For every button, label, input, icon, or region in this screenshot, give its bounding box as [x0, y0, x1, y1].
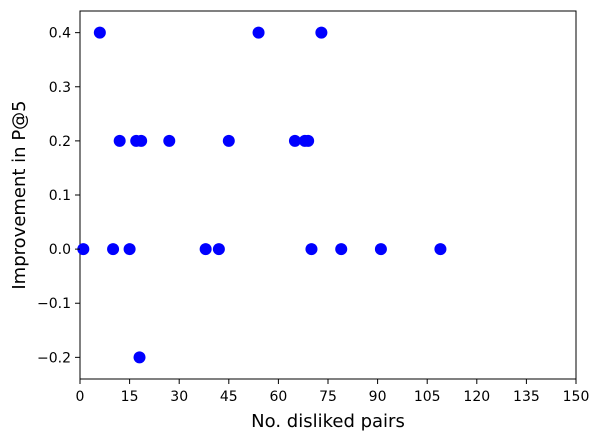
data-points — [77, 26, 447, 364]
y-tick-label: 0.2 — [49, 134, 71, 150]
data-point-16 — [302, 134, 315, 147]
y-tick-label: −0.2 — [37, 350, 71, 366]
x-tick-label: 150 — [563, 389, 590, 405]
x-tick-label: 75 — [319, 389, 337, 405]
y-tick-label: 0.0 — [49, 242, 71, 258]
x-tick-label: 90 — [369, 389, 387, 405]
x-tick-label: 120 — [463, 389, 490, 405]
y-axis-label: Improvement in P@5 — [9, 100, 30, 289]
x-axis-label: No. disliked pairs — [251, 411, 405, 432]
data-point-5 — [123, 243, 136, 256]
data-point-4 — [113, 134, 126, 147]
x-tick-label: 0 — [76, 389, 85, 405]
data-point-2 — [93, 26, 106, 39]
data-point-10 — [199, 243, 212, 256]
x-tick-label: 30 — [170, 389, 188, 405]
x-tick-label: 60 — [269, 389, 287, 405]
data-point-19 — [335, 243, 348, 256]
data-point-7 — [133, 351, 146, 364]
y-tick-label: −0.1 — [37, 296, 71, 312]
y-axis-ticks: −0.2 −0.1 0.0 0.1 0.2 0.3 0.4 — [37, 26, 80, 366]
x-tick-label: 15 — [121, 389, 139, 405]
data-point-14 — [288, 134, 301, 147]
y-tick-label: 0.4 — [49, 26, 71, 42]
data-point-3 — [107, 243, 120, 256]
x-tick-label: 105 — [414, 389, 441, 405]
x-axis-ticks: 0 15 30 45 60 75 90 105 120 135 150 — [76, 379, 590, 405]
data-point-17 — [305, 243, 318, 256]
data-point-11 — [212, 243, 225, 256]
x-tick-label: 135 — [513, 389, 540, 405]
y-tick-label: 0.3 — [49, 80, 71, 96]
data-point-8 — [135, 134, 148, 147]
data-point-21 — [434, 243, 447, 256]
y-tick-label: 0.1 — [49, 188, 71, 204]
x-tick-label: 45 — [220, 389, 238, 405]
data-point-20 — [374, 243, 387, 256]
data-point-13 — [252, 26, 265, 39]
data-point-18 — [315, 26, 328, 39]
data-point-1 — [77, 243, 90, 256]
data-point-12 — [222, 134, 235, 147]
data-point-9 — [163, 134, 176, 147]
